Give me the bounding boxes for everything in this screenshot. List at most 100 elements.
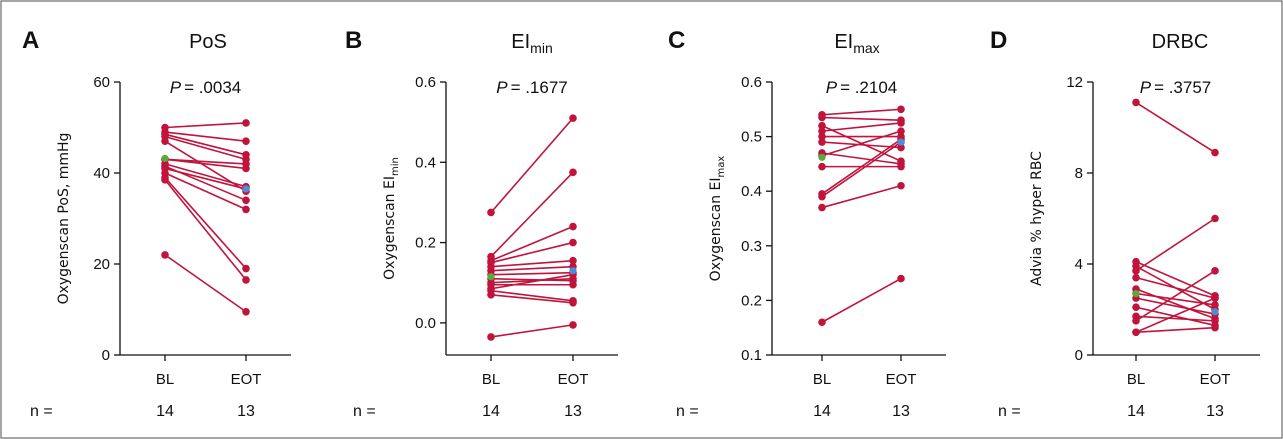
x-tick-label: BL <box>156 371 174 388</box>
subject-line <box>490 289 574 302</box>
subject-line <box>1135 306 1216 327</box>
n-prefix-label: n = <box>676 403 699 420</box>
y-tick-label: 0.3 <box>741 238 762 255</box>
eot-point <box>1211 294 1219 302</box>
eot-point <box>897 127 905 135</box>
bl-point <box>818 127 826 135</box>
n-count-label: 13 <box>1206 403 1224 420</box>
subject-line <box>490 271 574 276</box>
p-symbol: P <box>826 78 838 97</box>
n-count-label: 14 <box>813 403 831 420</box>
eot-point <box>569 222 577 231</box>
y-tick-label: 0.1 <box>741 347 762 364</box>
y-tick-label: 0.4 <box>415 154 436 171</box>
subject-line <box>164 179 247 281</box>
p-value-label: P = .0034 <box>170 78 242 97</box>
eot-point <box>1211 323 1219 332</box>
eot-point <box>897 181 905 190</box>
panel-title-main: DRBC <box>1152 31 1209 53</box>
y-tick-label: 0.6 <box>415 74 436 91</box>
subject-line <box>490 265 574 272</box>
bl-point <box>818 113 826 122</box>
panel-title-subscript: min <box>530 40 553 56</box>
n-count-label: 14 <box>1127 403 1145 420</box>
subject-line <box>1135 297 1216 333</box>
p-symbol: P <box>496 78 508 97</box>
x-tick-label: EOT <box>886 371 917 388</box>
y-tick-label: 0 <box>1075 347 1083 364</box>
x-tick-label: BL <box>1127 371 1145 388</box>
bl-point <box>161 251 169 259</box>
bl-point <box>1132 267 1140 275</box>
subject-line <box>164 122 247 129</box>
n-count-label: 14 <box>156 403 174 420</box>
p-number: = .1677 <box>511 78 568 97</box>
bl-point <box>818 203 826 212</box>
panel-title: EImax <box>834 31 879 56</box>
subject-line <box>490 277 574 284</box>
subject-line <box>1135 297 1216 315</box>
subject-line <box>490 225 574 262</box>
eot-point <box>897 119 905 127</box>
subject-line <box>164 177 247 270</box>
bl-point <box>487 208 495 217</box>
n-prefix-label: n = <box>30 403 53 420</box>
eot-point <box>1211 317 1219 325</box>
y-tick-label: 0.5 <box>741 129 762 146</box>
eot-mean-marker <box>897 138 905 146</box>
x-tick-label: EOT <box>1200 371 1231 388</box>
eot-point <box>897 105 905 114</box>
p-number: = .3757 <box>1154 78 1211 97</box>
y-axis-label-subscript: min <box>390 157 401 176</box>
subject-line <box>490 259 574 268</box>
n-count-label: 13 <box>564 403 582 420</box>
eot-point <box>569 238 577 247</box>
y-axis-label-main: Oxygenscan EI <box>382 176 398 280</box>
bl-point <box>1132 317 1140 325</box>
p-value-label: P = .3757 <box>1140 78 1212 97</box>
y-axis-label-subscript: max <box>716 156 727 178</box>
eot-point <box>1211 301 1219 309</box>
panel-title: EImin <box>511 31 552 56</box>
eot-point <box>242 205 250 214</box>
panel-title-main: EI <box>511 31 530 53</box>
eot-point <box>242 119 250 127</box>
y-tick-label: 12 <box>1066 74 1083 91</box>
bl-point <box>161 137 169 145</box>
subject-line <box>1135 260 1216 297</box>
eot-point <box>897 274 905 283</box>
bl-mean-marker <box>161 154 169 163</box>
eot-point <box>1211 214 1219 223</box>
eot-point <box>242 307 250 316</box>
p-number: = .2104 <box>840 78 897 97</box>
y-tick-label: 0.2 <box>415 235 436 252</box>
bl-mean-marker <box>818 153 826 161</box>
subject-line <box>1135 288 1216 320</box>
eot-point <box>897 143 905 152</box>
bl-point <box>818 138 826 146</box>
bl-point <box>1132 273 1140 282</box>
subject-line <box>1135 315 1216 322</box>
y-tick-label: 8 <box>1075 165 1083 182</box>
bl-point <box>487 290 495 299</box>
bl-point <box>487 333 495 341</box>
subject-line <box>1135 217 1216 272</box>
eot-point <box>569 114 577 122</box>
bl-point <box>818 132 826 141</box>
eot-mean-marker <box>242 185 250 193</box>
y-axis-label: Oxygenscan EImax <box>708 156 727 282</box>
subject-line <box>821 141 902 198</box>
subject-line <box>490 324 574 338</box>
subject-line <box>490 241 574 264</box>
panel-title: PoS <box>189 31 227 53</box>
eot-point <box>242 276 250 284</box>
n-count-label: 13 <box>237 403 255 420</box>
eot-point <box>569 321 577 329</box>
y-axis-label-main: Oxygenscan PoS, mmHg <box>56 133 72 305</box>
eot-point <box>242 164 250 173</box>
p-value-label: P = .1677 <box>496 78 568 97</box>
